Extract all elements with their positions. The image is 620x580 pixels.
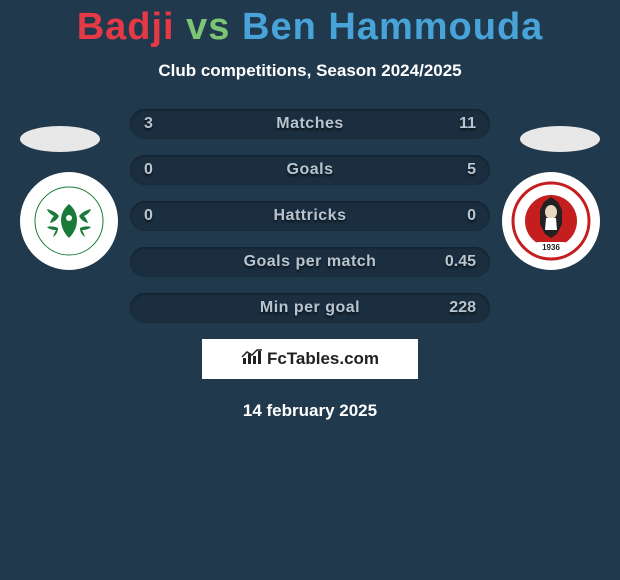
stat-right-value: 228	[449, 299, 476, 317]
crest-left-icon	[34, 186, 104, 256]
stat-row-goals-per-match: Goals per match 0.45	[130, 247, 490, 277]
vs-text: vs	[186, 6, 230, 48]
player1-name: Badji	[77, 6, 175, 48]
stat-label: Matches	[276, 115, 344, 133]
badge-shelf-right	[520, 126, 600, 152]
stat-label: Min per goal	[260, 299, 360, 317]
stat-label: Goals	[287, 161, 334, 179]
stat-right-value: 11	[459, 115, 476, 133]
stat-row-hattricks: 0 Hattricks 0	[130, 201, 490, 231]
stat-label: Goals per match	[244, 253, 377, 271]
brand-box: FcTables.com	[202, 339, 418, 379]
page-title: Badji vs Ben Hammouda	[0, 0, 620, 49]
stat-label: Hattricks	[274, 207, 347, 225]
brand-chart-icon	[241, 348, 263, 371]
stat-row-goals: 0 Goals 5	[130, 155, 490, 185]
date-text: 14 february 2025	[0, 401, 620, 421]
stat-left-value: 3	[144, 115, 153, 133]
stat-left-value: 0	[144, 161, 153, 179]
stat-right-value: 0.45	[445, 253, 476, 271]
crest-right-icon: 1936	[510, 180, 592, 262]
stat-right-value: 0	[467, 207, 476, 225]
brand-text: FcTables.com	[267, 349, 379, 369]
subtitle: Club competitions, Season 2024/2025	[0, 61, 620, 81]
stat-row-matches: 3 Matches 11	[130, 109, 490, 139]
club-crest-left	[20, 172, 118, 270]
club-crest-right: 1936	[502, 172, 600, 270]
badge-shelf-left	[20, 126, 100, 152]
stat-row-min-per-goal: Min per goal 228	[130, 293, 490, 323]
player2-name: Ben Hammouda	[242, 6, 543, 48]
stat-left-value: 0	[144, 207, 153, 225]
stat-right-value: 5	[467, 161, 476, 179]
svg-text:1936: 1936	[542, 243, 560, 252]
stats-list: 3 Matches 11 0 Goals 5 0 Hattricks 0 Goa…	[130, 109, 490, 323]
